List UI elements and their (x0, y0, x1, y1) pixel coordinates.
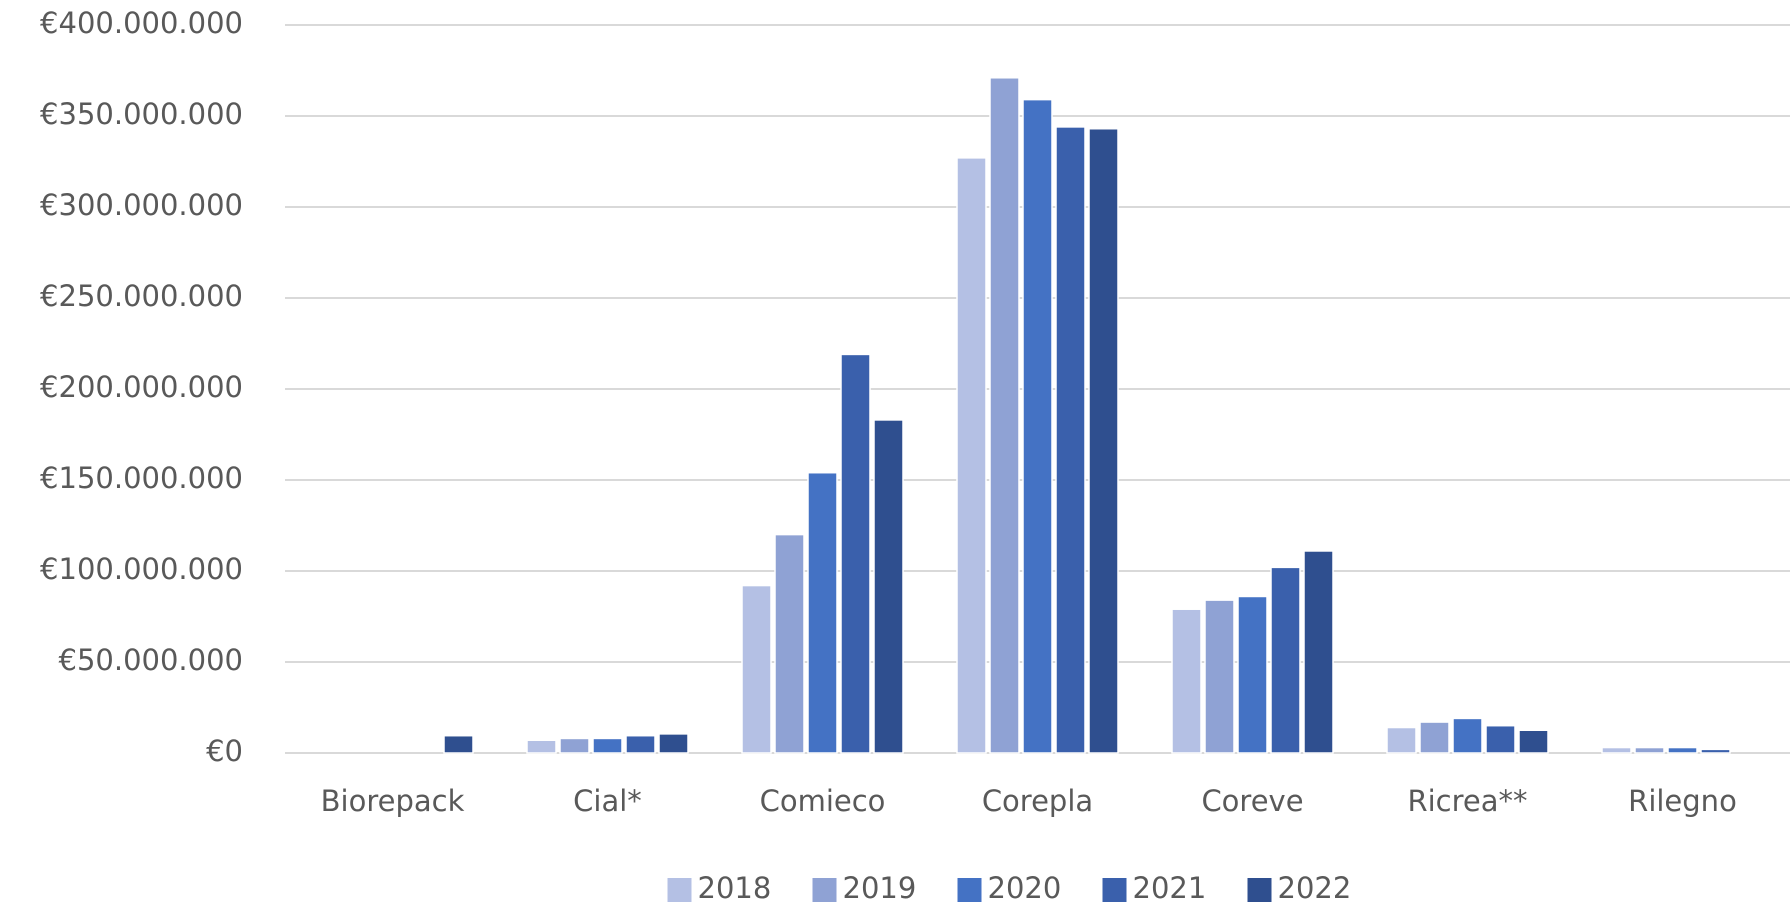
x-tick-label: Biorepack (321, 784, 465, 818)
legend-label: 2020 (988, 871, 1062, 905)
bar (873, 419, 904, 754)
legend-swatch (957, 878, 982, 902)
bar (840, 353, 871, 754)
bar (1485, 724, 1516, 754)
x-tick-label: Rilegno (1628, 784, 1737, 818)
y-tick-label: €400.000.000 (40, 6, 243, 40)
y-tick-label: €300.000.000 (40, 188, 243, 222)
y-tick-label: €150.000.000 (40, 461, 243, 495)
legend-swatch (1247, 878, 1272, 902)
bar (1171, 608, 1202, 754)
bar (1452, 717, 1483, 754)
y-tick-label: €200.000.000 (40, 370, 243, 404)
bar (774, 533, 805, 754)
y-tick-label: €0 (206, 734, 243, 768)
bar (1270, 566, 1301, 754)
bar (1022, 98, 1053, 754)
bar (592, 737, 623, 754)
y-tick-label: €350.000.000 (40, 97, 243, 131)
bar (1667, 746, 1698, 754)
legend-label: 2022 (1278, 871, 1352, 905)
x-tick-label: Ricrea** (1407, 784, 1527, 818)
legend-label: 2021 (1133, 871, 1207, 905)
bar (1518, 729, 1549, 754)
bar (443, 734, 474, 754)
legend-swatch (812, 878, 837, 902)
bar (1055, 126, 1086, 754)
legend-label: 2019 (843, 871, 917, 905)
y-tick-label: €50.000.000 (59, 643, 244, 677)
bar (1700, 748, 1731, 754)
x-tick-label: Comieco (760, 784, 886, 818)
legend-label: 2018 (698, 871, 772, 905)
legend-swatch (1102, 878, 1127, 902)
bar (1204, 599, 1235, 754)
x-tick-label: Cial* (573, 784, 642, 818)
bar (807, 471, 838, 754)
bar (1634, 746, 1665, 754)
legend-swatch (667, 878, 692, 902)
bar (1237, 595, 1268, 754)
bar (559, 737, 590, 754)
y-tick-label: €250.000.000 (40, 279, 243, 313)
x-tick-label: Coreve (1201, 784, 1303, 818)
bar (989, 77, 1020, 754)
bar (1386, 726, 1417, 754)
bar (1419, 721, 1450, 754)
bar (658, 733, 689, 754)
bar (956, 157, 987, 754)
y-tick-label: €100.000.000 (40, 552, 243, 586)
x-tick-label: Corepla (982, 784, 1093, 818)
bar (625, 734, 656, 754)
bar (1601, 746, 1632, 754)
bar (526, 739, 557, 754)
bar (741, 584, 772, 754)
bar (1303, 550, 1334, 754)
bar (1088, 127, 1119, 754)
